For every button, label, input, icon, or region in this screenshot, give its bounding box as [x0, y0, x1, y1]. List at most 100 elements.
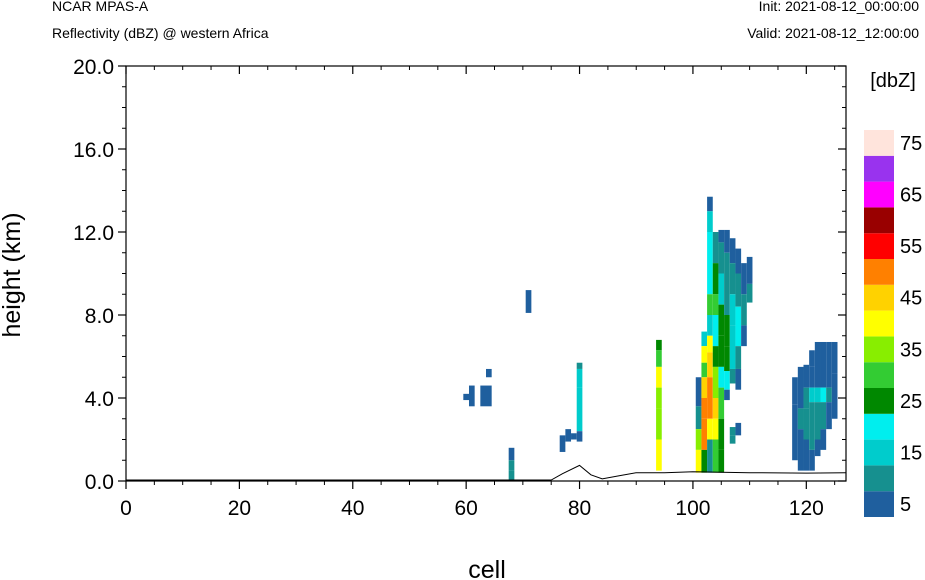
colorbar-swatch — [864, 130, 894, 156]
reflectivity-cell — [712, 346, 719, 367]
reflectivity-cell — [508, 470, 515, 482]
reflectivity-cell — [820, 429, 827, 450]
reflectivity-cell — [656, 439, 662, 471]
reflectivity-cell — [718, 335, 725, 367]
colorbar-swatch — [864, 491, 894, 517]
reflectivity-cell — [741, 325, 747, 347]
colorbar-swatch — [864, 259, 894, 285]
x-tick-label: 100 — [675, 497, 710, 520]
reflectivity-cell — [814, 439, 821, 457]
reflectivity-cell — [656, 366, 662, 388]
reflectivity-cell — [814, 356, 821, 388]
reflectivity-cell — [729, 294, 736, 326]
reflectivity-cell — [701, 418, 708, 450]
x-tick-label: 20 — [228, 497, 251, 520]
reflectivity-cell — [826, 356, 832, 388]
x-tick-label: 80 — [568, 497, 591, 520]
reflectivity-cell — [797, 408, 804, 430]
colorbar-label: 35 — [900, 339, 922, 361]
reflectivity-cell — [826, 402, 832, 430]
reflectivity-cell — [707, 273, 713, 295]
reflectivity-cell — [695, 377, 702, 407]
colorbar-swatch — [864, 439, 894, 466]
reflectivity-cell — [831, 373, 838, 398]
colorbar-label: 15 — [900, 443, 922, 465]
reflectivity-cell — [718, 229, 725, 243]
colorbar-label: 65 — [900, 185, 922, 207]
reflectivity-cell — [656, 408, 662, 440]
reflectivity-cell — [729, 325, 736, 369]
reflectivity-cell — [695, 449, 702, 473]
x-tick-label: 40 — [341, 497, 364, 520]
model-name: NCAR MPAS-A — [52, 0, 149, 14]
reflectivity-cell — [826, 341, 832, 357]
reflectivity-cell — [729, 263, 736, 295]
reflectivity-cell — [718, 449, 725, 473]
reflectivity-cell — [797, 429, 804, 471]
colorbar-swatch — [864, 362, 894, 388]
x-axis-label: cell — [468, 556, 506, 580]
reflectivity-cell — [712, 439, 719, 473]
reflectivity-cell — [712, 263, 719, 295]
reflectivity-cell — [735, 273, 742, 307]
reflectivity-cell — [480, 385, 486, 407]
valid-time: Valid: 2021-08-12_12:00:00 — [747, 25, 919, 41]
reflectivity-cell — [559, 435, 566, 452]
y-axis-label: height (km) — [0, 212, 26, 337]
reflectivity-cell — [571, 433, 577, 440]
colorbar-swatch — [864, 233, 894, 259]
reflectivity-cell — [718, 304, 725, 336]
colorbar-unit-label: [dbZ] — [870, 70, 916, 92]
reflectivity-cell — [576, 362, 583, 369]
reflectivity-cell — [826, 387, 832, 403]
reflectivity-cell — [707, 232, 713, 274]
colorbar-label: 45 — [900, 288, 922, 310]
colorbar-label: 5 — [900, 494, 911, 516]
reflectivity-cell — [718, 418, 725, 450]
reflectivity-cell — [809, 402, 815, 450]
reflectivity-cell — [729, 427, 736, 436]
y-tick-label: 4.0 — [85, 388, 114, 411]
reflectivity-cell — [809, 366, 815, 388]
reflectivity-cell — [707, 418, 713, 440]
reflectivity-cell — [576, 368, 583, 388]
reflectivity-cell — [712, 232, 719, 264]
reflectivity-cell — [729, 435, 736, 444]
reflectivity-cell — [712, 418, 719, 440]
reflectivity-cell — [701, 377, 708, 398]
init-time: Init: 2021-08-12_00:00:00 — [758, 0, 919, 14]
reflectivity-cell — [820, 356, 827, 388]
y-tick-label: 8.0 — [85, 305, 114, 328]
colorbar-label: 55 — [900, 236, 922, 258]
x-tick-label: 0 — [120, 497, 132, 520]
reflectivity-cell — [468, 385, 475, 407]
reflectivity-cell — [701, 331, 708, 347]
reflectivity-cell — [508, 447, 515, 461]
reflectivity-cell — [712, 315, 719, 347]
reflectivity-cell — [746, 256, 753, 284]
reflectivity-cell — [707, 352, 713, 378]
reflectivity-cell — [508, 460, 515, 471]
reflectivity-cell — [656, 387, 662, 409]
colorbar-swatch — [864, 310, 894, 337]
reflectivity-cell — [803, 387, 810, 409]
reflectivity-cells — [463, 196, 838, 482]
x-tick-label: 120 — [789, 497, 824, 520]
reflectivity-cell — [718, 273, 725, 305]
colorbar-swatch — [864, 155, 894, 182]
reflectivity-cell — [525, 290, 532, 313]
reflectivity-cell — [707, 211, 713, 232]
field-title: Reflectivity (dBZ) @ western Africa — [52, 25, 269, 41]
reflectivity-cell — [701, 449, 708, 473]
reflectivity-cell — [656, 339, 662, 351]
y-tick-label: 20.0 — [73, 56, 114, 79]
reflectivity-cell — [809, 449, 815, 471]
reflectivity-cell — [809, 387, 815, 403]
reflectivity-cell — [729, 238, 736, 264]
colorbar-label: 75 — [900, 133, 922, 155]
reflectivity-cell — [735, 368, 742, 390]
reflectivity-cell — [724, 371, 730, 390]
reflectivity-cell — [565, 429, 572, 442]
reflectivity-cell — [701, 398, 708, 419]
